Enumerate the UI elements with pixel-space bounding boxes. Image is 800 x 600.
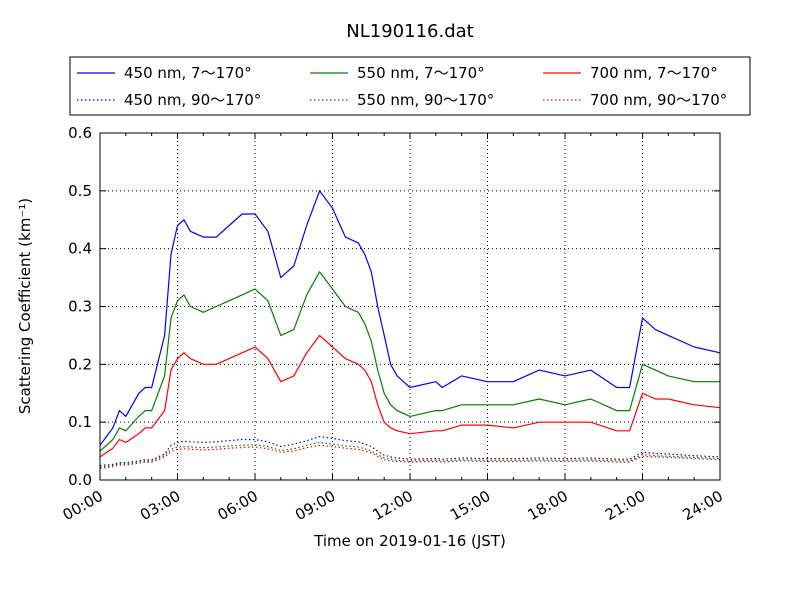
series-line-4: [99, 441, 721, 468]
series-line-0: [99, 190, 721, 446]
y-tick-label: 0.2: [68, 355, 92, 373]
series-lines: [99, 190, 721, 469]
y-tick-label: 0.4: [68, 240, 92, 258]
x-axis-label: Time on 2019-01-16 (JST): [313, 532, 506, 550]
legend-label: 700 nm, 90～170°: [590, 91, 727, 109]
legend-label: 700 nm, 7～170°: [590, 64, 718, 82]
y-axis-label: Scattering Coefficient (km⁻¹): [16, 198, 34, 414]
series-line-1: [99, 271, 720, 452]
legend-label: 550 nm, 7～170°: [357, 64, 485, 82]
y-tick-label: 0.5: [68, 182, 92, 200]
y-tick-label: 0.0: [68, 471, 92, 489]
y-tick-label: 0.1: [68, 413, 92, 431]
legend-label: 450 nm, 7～170°: [124, 64, 252, 82]
y-tick-label: 0.6: [68, 124, 92, 142]
series-line-2: [99, 334, 721, 458]
legend-label: 550 nm, 90～170°: [357, 91, 494, 109]
legend: 450 nm, 7～170° 550 nm, 7～170° 700 nm, 7～17…: [69, 56, 751, 116]
legend-label: 450 nm, 90～170°: [124, 91, 261, 109]
y-tick-label: 0.3: [68, 298, 92, 316]
legend-frame: [69, 56, 751, 116]
grid: [100, 133, 720, 480]
chart-title: NL190116.dat: [346, 21, 473, 42]
